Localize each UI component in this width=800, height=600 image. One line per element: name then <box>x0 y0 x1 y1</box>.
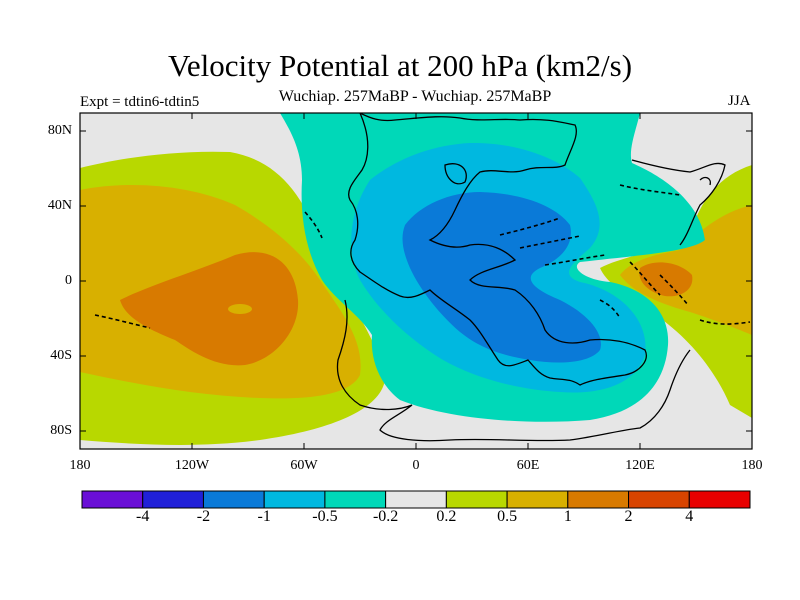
island-arc-west-pacific <box>94 314 151 329</box>
colorbar-label-1: -2 <box>196 508 211 525</box>
south-coastline <box>336 299 691 442</box>
colorbar-label-0: -4 <box>136 508 150 525</box>
colorbar-label-5: 0.2 <box>436 508 457 525</box>
lon-label-120e: 120E <box>625 458 655 473</box>
colorbar-box-2 <box>202 490 265 509</box>
axis-ticks <box>80 113 752 449</box>
northeast-island <box>699 176 711 186</box>
colorbar-label-7: 1 <box>563 508 572 525</box>
island-arc-tethys-3 <box>544 254 606 266</box>
lat-label-0: 0 <box>65 273 72 288</box>
season-label: JJA <box>728 93 751 109</box>
contour-neg-1 <box>402 192 601 363</box>
continent-outlines <box>336 113 726 442</box>
experiment-label: Expt = tdtin6-tdtin5 <box>80 94 200 110</box>
lat-label-40n: 40N <box>47 198 72 213</box>
colorbar-box-5 <box>385 490 447 509</box>
colorbar-label-9: 4 <box>685 508 694 525</box>
colorbar-box-7 <box>506 490 569 509</box>
island-arc-east-1 <box>619 184 681 196</box>
colorbar-label-2: -1 <box>257 508 271 525</box>
colorbar-label-6: 0.5 <box>497 508 518 525</box>
colorbar-box-10 <box>688 490 751 509</box>
contour-pos-hole-west <box>228 304 252 314</box>
island-arc-tethys-1 <box>499 217 561 236</box>
map-subtitle: Wuchiap. 257MaBP - Wuchiap. 257MaBP <box>278 88 552 105</box>
colorbar-box-3 <box>263 490 326 509</box>
lon-label-180e: 180 <box>741 458 763 473</box>
island-arc-tethys-2 <box>519 235 581 249</box>
east-coastline <box>631 159 726 246</box>
lon-label-0: 0 <box>412 458 420 473</box>
pangea-coastline <box>348 113 647 386</box>
lon-label-60e: 60E <box>516 458 540 473</box>
colorbar-box-4 <box>324 490 387 509</box>
island-arc-east-2 <box>629 261 661 296</box>
island-arc-west-1 <box>304 211 323 239</box>
colorbar-box-8 <box>567 490 630 509</box>
colorbar-box-1 <box>142 490 204 509</box>
island-arcs <box>94 184 751 329</box>
colorbar-label-4: -0.2 <box>372 508 399 525</box>
colorbar-box-0 <box>81 490 144 509</box>
contour-pos-1-west <box>120 252 299 366</box>
lat-label-80n: 80N <box>47 123 72 138</box>
contour-pos-1-east <box>639 262 693 297</box>
lon-label-60w: 60W <box>290 458 318 473</box>
colorbar-box-9 <box>628 490 690 509</box>
north-lake <box>444 163 467 185</box>
lat-label-80s: 80S <box>50 423 72 438</box>
lon-label-180w: 180 <box>69 458 91 473</box>
island-arc-east-3 <box>659 274 689 306</box>
colorbar <box>81 490 751 509</box>
colorbar-box-6 <box>445 490 508 509</box>
contour-field <box>80 113 752 449</box>
colorbar-label-3: -0.5 <box>312 508 338 525</box>
map-title: Velocity Potential at 200 hPa (km2/s) <box>167 48 633 83</box>
lon-label-120w: 120W <box>174 458 210 473</box>
island-arc-east-4 <box>699 319 751 325</box>
island-arc-south <box>599 299 621 319</box>
lat-label-40s: 40S <box>50 348 72 363</box>
colorbar-label-8: 2 <box>624 508 633 525</box>
